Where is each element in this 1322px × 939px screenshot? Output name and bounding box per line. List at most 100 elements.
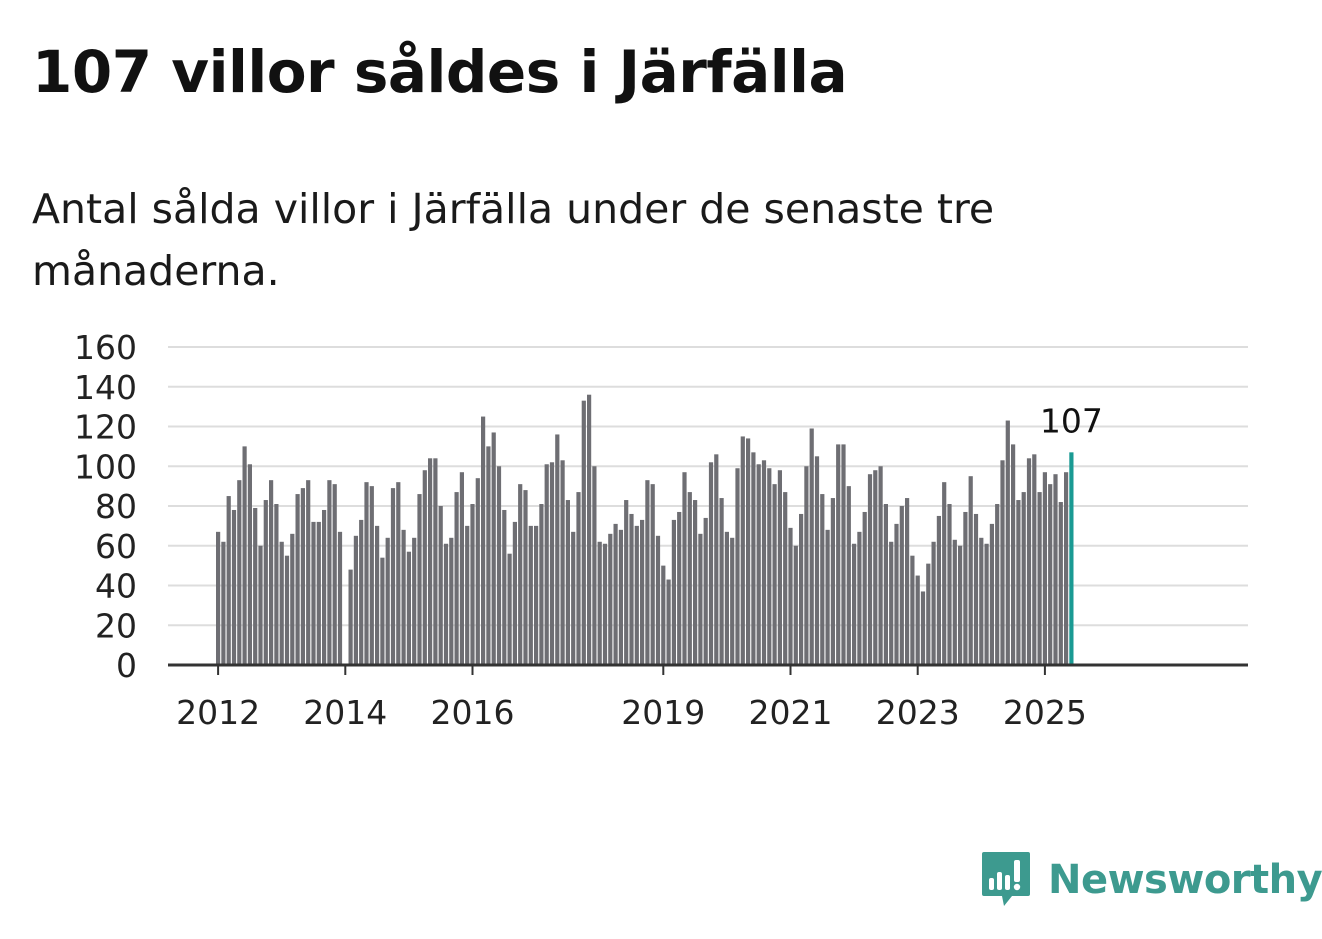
bar [417,494,422,665]
bar [242,446,247,665]
bar [422,470,427,665]
bar [905,498,910,665]
bar [687,492,692,665]
bar [337,531,343,665]
bar [496,466,502,665]
bar [793,545,798,665]
y-tick-label: 20 [95,606,137,645]
bar [231,509,237,665]
y-tick-label: 160 [74,328,137,367]
bar [1000,460,1005,665]
x-tick-label: 2025 [1003,693,1087,732]
bar [332,484,337,665]
bar [401,529,406,665]
bar [942,482,947,665]
bar [1058,502,1063,665]
x-tick-label: 2021 [749,693,833,732]
bar [846,486,851,665]
bar [311,521,316,665]
bar [348,569,353,665]
x-tick-label: 2016 [431,693,515,732]
bar [703,517,708,665]
bar [655,535,661,665]
bar [767,468,772,665]
bar [364,482,369,665]
x-axis-ticks: 2012 2014 2016 2019 2021 2023 2025 [176,665,1087,732]
x-tick-label: 2023 [876,693,960,732]
x-tick-label: 2019 [621,693,705,732]
bar [253,507,258,665]
bar [968,476,973,665]
bar [746,438,751,665]
y-tick-label: 60 [95,527,137,566]
bar [523,490,528,665]
bar [777,470,782,665]
bar [406,551,411,665]
last-value-label: 107 [1040,401,1103,440]
bar [1005,420,1010,665]
bar [708,462,714,665]
bar [247,464,252,665]
bar [799,513,804,665]
bar [1042,472,1047,665]
bar [814,456,820,665]
bar [1016,500,1021,665]
bar [300,488,305,665]
y-tick-label: 120 [74,408,137,447]
y-tick-label: 100 [74,447,137,486]
bar [841,444,846,665]
bar [915,575,920,665]
bar [889,541,894,665]
bar [1032,454,1037,665]
bar [216,531,221,665]
bar [502,509,507,665]
bar [237,480,242,665]
bar [295,494,300,665]
bar [751,452,756,665]
y-tick-label: 140 [74,368,137,407]
bar [958,545,963,665]
bar [650,484,655,665]
bar [936,515,941,665]
bar [576,492,581,665]
bar [920,591,926,665]
bar [581,400,586,665]
bar [284,555,290,665]
bar [894,523,899,665]
bar [666,579,671,665]
chart-title: 107 villor såldes i Järfälla [32,38,848,106]
bar [396,482,401,665]
bar [491,432,496,665]
bar [375,525,380,665]
bar [693,500,698,665]
bar [512,521,517,665]
bar [804,466,809,665]
bar [825,529,830,665]
bar [836,444,841,665]
bar [756,464,761,665]
bar [899,506,904,665]
data-labels: 107 [1040,401,1103,440]
bar [735,468,740,665]
bar [634,525,639,665]
bar [369,486,374,665]
bar [698,533,703,665]
newsworthy-logo-icon [982,852,1030,906]
bar [539,504,544,665]
bar [624,500,629,665]
x-tick-label: 2012 [176,693,260,732]
bar [290,533,295,665]
bar [714,454,719,665]
bar [995,504,1000,665]
bar [549,462,555,665]
bar [274,504,279,665]
bar [984,543,989,665]
bar [629,513,634,665]
bar [867,474,873,665]
bar [608,533,613,665]
bar [1037,492,1042,665]
bar [989,523,994,665]
bar [602,543,608,665]
bar [873,470,878,665]
